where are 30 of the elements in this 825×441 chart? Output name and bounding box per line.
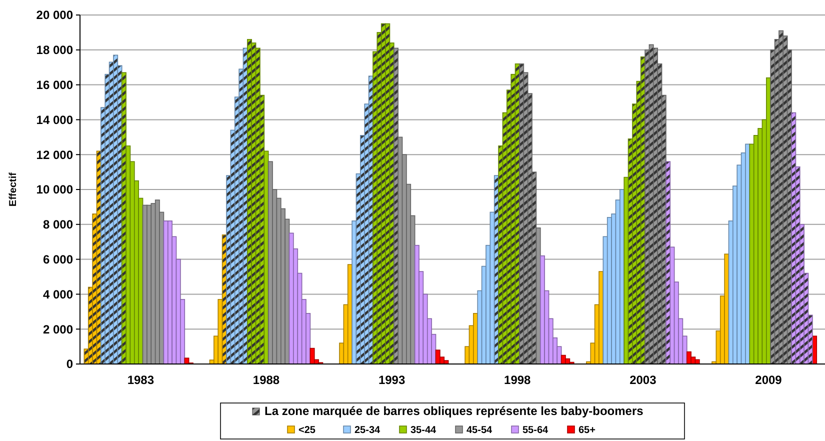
x-tick-label: 1993	[378, 373, 406, 387]
y-tick-label: 6 000	[42, 252, 74, 266]
y-tick-label: 14 000	[36, 112, 74, 127]
bar	[724, 254, 730, 364]
x-tick-label: 2009	[755, 373, 782, 387]
bar	[694, 359, 700, 364]
y-tick-label: 20 000	[36, 8, 74, 22]
y-axis-title: Effectif	[8, 172, 19, 206]
y-tick-label: 4 000	[42, 287, 74, 302]
y-tick-label: 16 000	[36, 78, 74, 92]
y-tick-label: 18 000	[36, 43, 74, 58]
bar	[745, 144, 750, 364]
legend-label: 45-54	[466, 425, 493, 436]
y-tick-label: 12 000	[36, 148, 74, 162]
y-tick-label: 10 000	[36, 182, 74, 197]
x-tick-label: 1998	[504, 373, 532, 387]
legend-label: <25	[298, 425, 316, 436]
y-tick-label: 2 000	[42, 322, 74, 336]
bar	[146, 204, 152, 364]
legend-label: 65+	[578, 425, 596, 436]
legend-label: 35-44	[410, 425, 437, 436]
bar	[598, 271, 604, 364]
x-tick-label: 2003	[630, 373, 657, 387]
x-tick-label: 1983	[127, 373, 154, 387]
x-tick-label: 1988	[252, 373, 280, 387]
legend-label: 55-64	[522, 425, 549, 436]
legend-label: 25-34	[354, 425, 381, 436]
legend-label: La zone marquée de barres obliques représente les baby-boomers	[264, 404, 644, 418]
y-tick-label: 8 000	[42, 218, 74, 232]
y-tick-label: 0	[66, 357, 74, 372]
